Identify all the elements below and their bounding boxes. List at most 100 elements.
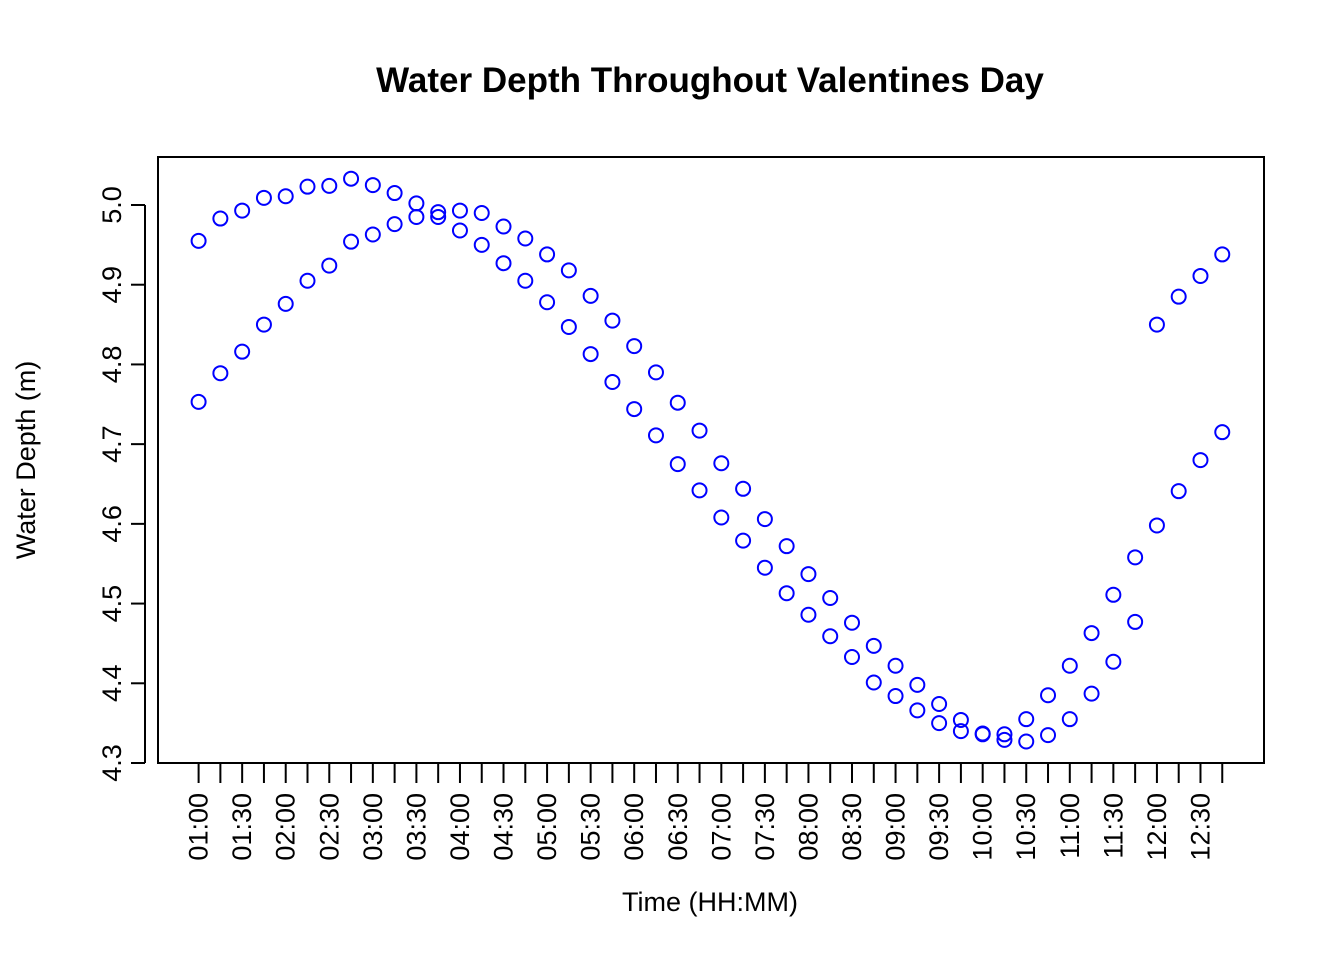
x-tick-label: 02:00 bbox=[271, 793, 301, 861]
data-point bbox=[1127, 549, 1144, 566]
data-point bbox=[691, 422, 708, 439]
data-point bbox=[909, 676, 926, 693]
data-point bbox=[1083, 685, 1100, 702]
data-point bbox=[408, 208, 425, 225]
x-tick-label: 11:30 bbox=[1098, 793, 1128, 859]
data-point bbox=[669, 394, 686, 411]
data-point bbox=[669, 456, 686, 473]
data-point bbox=[277, 188, 294, 205]
data-point bbox=[626, 401, 643, 418]
data-point bbox=[844, 614, 860, 631]
y-tick-label: 4.9 bbox=[97, 266, 127, 304]
y-tick-label: 4.8 bbox=[97, 346, 127, 384]
data-point bbox=[255, 189, 272, 206]
data-point bbox=[626, 338, 643, 355]
data-point bbox=[364, 177, 381, 194]
data-point bbox=[1018, 733, 1035, 750]
x-axis: 01:00 01:30 02:00 02:30 03:00 03:30 04:00 04:30… bbox=[184, 762, 1224, 861]
data-point bbox=[1105, 653, 1122, 670]
data-point bbox=[1105, 586, 1122, 603]
data-point bbox=[800, 566, 817, 583]
data-point bbox=[647, 427, 664, 444]
data-point bbox=[887, 688, 904, 705]
data-point bbox=[343, 233, 360, 250]
x-tick-label: 12:30 bbox=[1185, 793, 1215, 861]
x-tick-label: 12:00 bbox=[1142, 793, 1172, 861]
data-point bbox=[386, 185, 403, 202]
data-point bbox=[931, 696, 948, 713]
y-axis: 4.3 4.4 4.5 4.6 4.7 4.8 4.9 5.0 bbox=[97, 186, 146, 782]
data-point bbox=[539, 246, 556, 263]
x-tick-label: 08:30 bbox=[837, 793, 867, 861]
x-tick-label: 06:30 bbox=[663, 793, 693, 861]
data-point bbox=[495, 255, 512, 272]
data-point bbox=[386, 216, 403, 233]
data-point bbox=[996, 731, 1013, 748]
x-tick-label: 04:30 bbox=[489, 793, 519, 861]
x-tick-label: 09:30 bbox=[924, 793, 954, 861]
data-point bbox=[473, 236, 490, 253]
data-point bbox=[1170, 483, 1187, 500]
y-tick-label: 4.7 bbox=[97, 425, 127, 463]
x-tick-label: 04:00 bbox=[445, 793, 475, 861]
plot-area-frame bbox=[157, 156, 1265, 764]
y-tick-label: 4.4 bbox=[97, 665, 127, 703]
x-tick-label: 03:00 bbox=[358, 793, 388, 861]
data-point bbox=[1040, 727, 1057, 744]
data-point bbox=[539, 294, 556, 311]
data-point bbox=[844, 648, 860, 665]
data-point bbox=[364, 226, 381, 243]
x-tick-label: 01:30 bbox=[227, 793, 257, 861]
x-tick-label: 07:30 bbox=[750, 793, 780, 861]
data-point bbox=[582, 346, 599, 363]
x-tick-label: 10:00 bbox=[968, 793, 998, 861]
data-point bbox=[560, 318, 577, 335]
x-tick-label: 02:30 bbox=[314, 793, 344, 861]
data-point bbox=[473, 204, 490, 221]
data-point bbox=[430, 204, 447, 221]
x-tick-label: 01:00 bbox=[184, 793, 214, 861]
data-point bbox=[517, 272, 534, 289]
data-point bbox=[887, 657, 904, 674]
data-point bbox=[234, 202, 251, 219]
data-point bbox=[822, 628, 839, 645]
x-tick-label: 05:30 bbox=[576, 793, 606, 861]
x-tick-label: 07:00 bbox=[706, 793, 736, 861]
data-point bbox=[451, 222, 468, 239]
data-point bbox=[1061, 711, 1078, 728]
data-point bbox=[604, 373, 621, 390]
data-point bbox=[931, 715, 948, 732]
data-point bbox=[299, 272, 316, 289]
data-point bbox=[604, 312, 621, 329]
data-point bbox=[190, 393, 207, 410]
data-point bbox=[190, 232, 207, 249]
data-point bbox=[1018, 711, 1035, 728]
data-point bbox=[1192, 452, 1209, 469]
data-point bbox=[735, 480, 752, 497]
data-point bbox=[517, 230, 534, 247]
data-point bbox=[1127, 613, 1144, 630]
data-point bbox=[1170, 288, 1187, 305]
data-point bbox=[277, 295, 294, 312]
data-point bbox=[430, 208, 447, 225]
data-point bbox=[1061, 657, 1078, 674]
data-point bbox=[495, 218, 512, 235]
data-point bbox=[321, 257, 338, 274]
data-point bbox=[909, 702, 926, 719]
data-point bbox=[451, 202, 468, 219]
x-tick-label: 11:00 bbox=[1055, 793, 1085, 859]
data-point bbox=[952, 723, 969, 740]
y-tick-label: 4.6 bbox=[97, 505, 127, 543]
x-tick-label: 03:30 bbox=[401, 793, 431, 861]
y-tick-label: 4.5 bbox=[97, 585, 127, 623]
data-point bbox=[1083, 625, 1100, 642]
data-point bbox=[321, 177, 338, 194]
data-point bbox=[778, 585, 795, 602]
data-point bbox=[996, 726, 1013, 743]
data-point bbox=[778, 538, 795, 555]
data-point bbox=[1040, 687, 1057, 704]
data-point bbox=[343, 170, 360, 187]
x-tick-label: 05:00 bbox=[532, 793, 562, 861]
data-point bbox=[1192, 267, 1209, 284]
